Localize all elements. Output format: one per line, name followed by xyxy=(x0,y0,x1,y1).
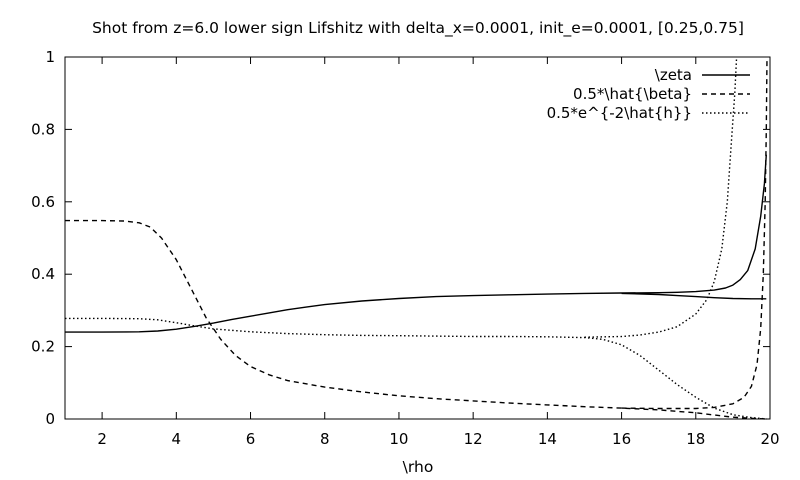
x-tick-label: 10 xyxy=(389,430,408,448)
x-tick-label: 2 xyxy=(97,430,107,448)
x-tick-label: 8 xyxy=(320,430,330,448)
legend-label: 0.5*e^{-2\hat{h}} xyxy=(547,104,692,122)
chart-title: Shot from z=6.0 lower sign Lifshitz with… xyxy=(92,19,744,38)
y-tick-label: 0 xyxy=(45,410,55,428)
series-group xyxy=(65,56,768,420)
legend-label: 0.5*\hat{\beta} xyxy=(573,85,692,103)
series-line-3 xyxy=(584,56,738,338)
series-line-2 xyxy=(65,219,767,420)
y-tick-label: 1 xyxy=(45,48,55,66)
series-line-3 xyxy=(65,317,767,420)
x-tick-label: 6 xyxy=(246,430,256,448)
x-tick-label: 12 xyxy=(464,430,483,448)
series-line-1 xyxy=(621,292,767,300)
series-line-1 xyxy=(65,154,767,333)
series-line-2 xyxy=(621,56,768,410)
x-tick-label: 18 xyxy=(686,430,705,448)
x-tick-label: 20 xyxy=(760,430,779,448)
x-tick-label: 14 xyxy=(538,430,557,448)
x-tick-label: 16 xyxy=(612,430,631,448)
axis-ticks: 2 4 6 8 10 12 14 16 18 20 0 0.2 0.4 0.6 0.8 1 xyxy=(31,48,779,448)
y-tick-label: 0.2 xyxy=(31,338,55,356)
plot-frame xyxy=(64,56,771,420)
y-tick-label: 0.8 xyxy=(31,120,55,138)
x-tick-label: 4 xyxy=(172,430,182,448)
x-axis-label: \rho xyxy=(403,458,434,476)
legend-label: \zeta xyxy=(655,66,692,84)
y-tick-label: 0.4 xyxy=(31,265,55,283)
y-tick-label: 0.6 xyxy=(31,193,55,211)
